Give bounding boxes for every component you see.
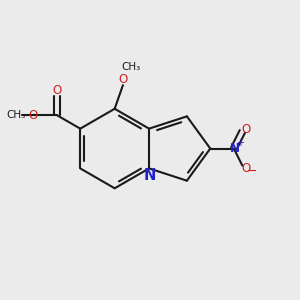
Text: O: O [118, 74, 128, 86]
Text: O: O [28, 109, 38, 122]
Text: O: O [241, 161, 250, 175]
Text: CH₃: CH₃ [122, 62, 141, 72]
Text: −: − [247, 164, 257, 177]
Text: N: N [230, 142, 240, 155]
Text: N: N [143, 168, 156, 183]
Text: O: O [241, 123, 250, 136]
Text: O: O [53, 84, 62, 97]
Text: CH₃: CH₃ [6, 110, 26, 120]
Text: +: + [236, 138, 244, 148]
